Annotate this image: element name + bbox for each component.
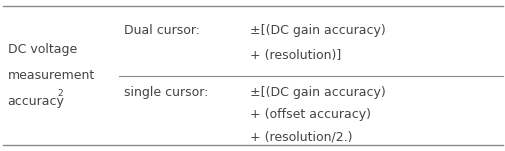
Text: Dual cursor:: Dual cursor: <box>124 24 199 37</box>
Text: ±[(DC gain accuracy): ±[(DC gain accuracy) <box>250 24 385 37</box>
Text: + (resolution)]: + (resolution)] <box>250 49 341 62</box>
Text: measurement: measurement <box>8 69 94 82</box>
Text: DC voltage: DC voltage <box>8 43 77 56</box>
Text: accuracy: accuracy <box>8 95 64 108</box>
Text: 2: 2 <box>57 89 63 98</box>
Text: + (resolution/2.): + (resolution/2.) <box>250 130 352 143</box>
Text: single cursor:: single cursor: <box>124 86 208 99</box>
Text: + (offset accuracy): + (offset accuracy) <box>250 108 371 121</box>
Text: ±[(DC gain accuracy): ±[(DC gain accuracy) <box>250 86 385 99</box>
